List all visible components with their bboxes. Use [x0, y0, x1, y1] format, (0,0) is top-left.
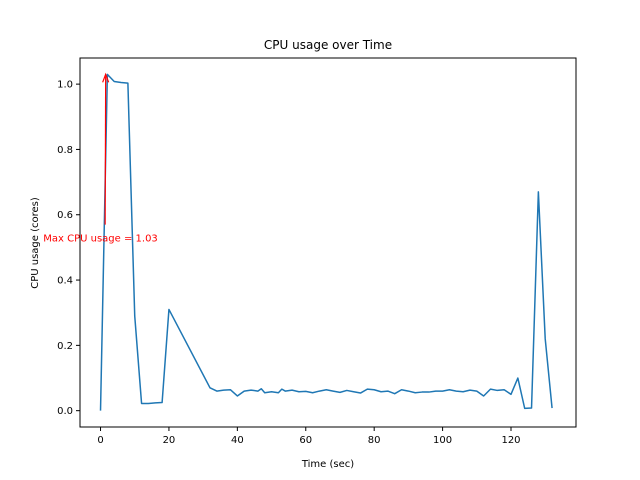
x-axis-label: Time (sec) — [301, 459, 354, 470]
y-tick-label: 0.8 — [57, 145, 73, 156]
x-tick-label: 20 — [163, 435, 176, 446]
annotation-arrow — [104, 76, 107, 225]
x-tick-label: 40 — [231, 435, 244, 446]
x-tick-label: 120 — [501, 435, 520, 446]
annotation-label: Max CPU usage = 1.03 — [43, 234, 158, 245]
x-tick-label: 100 — [433, 435, 452, 446]
y-tick-label: 0.0 — [57, 406, 73, 417]
x-tick-label: 80 — [368, 435, 381, 446]
x-tick-label: 60 — [299, 435, 312, 446]
y-tick-label: 1.0 — [57, 80, 73, 91]
axis-ticks: 0 20 40 60 80 100 120 0.0 0.2 0.4 0.6 0.8 1.0 — [57, 80, 520, 446]
y-tick-label: 0.4 — [57, 276, 73, 287]
x-tick-label: 0 — [97, 435, 103, 446]
y-tick-label: 0.2 — [57, 341, 73, 352]
y-axis-label: CPU usage (cores) — [30, 197, 41, 289]
series-line — [99, 73, 553, 411]
annotation-layer: Max CPU usage = 1.03 — [43, 72, 158, 245]
y-tick-label: 0.6 — [57, 210, 73, 221]
chart-title: CPU usage over Time — [264, 38, 392, 52]
axes-frame — [79, 57, 577, 428]
plot-area — [99, 73, 553, 411]
annotation-arrowhead — [102, 72, 110, 83]
